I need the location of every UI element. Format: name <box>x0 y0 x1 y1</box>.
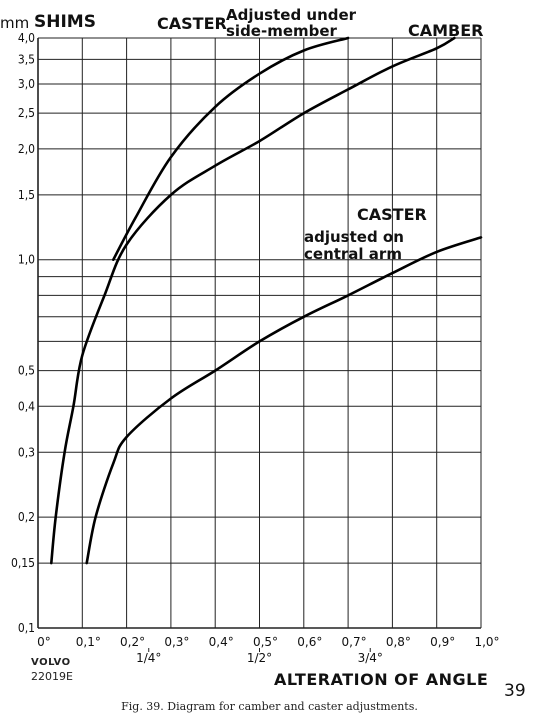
series-group <box>50 36 483 565</box>
caster-central-arm-curve <box>85 236 483 565</box>
x-tick-labels: 0° 0,1° 0,2° 0,3° 0,4° 0,5° 0,6° 0,7° 0,8° 0,9° 1,… <box>37 635 499 649</box>
y-tick-label: 2,0 <box>18 142 35 156</box>
annotation-camber: CAMBER <box>408 21 484 40</box>
y-tick-label: 0,3 <box>18 445 35 459</box>
fraction-tick-label: 3/4° <box>358 651 383 665</box>
camber-curve <box>50 36 456 565</box>
brand-label: VOLVO <box>31 657 71 668</box>
y-tick-label: 3,5 <box>18 52 35 66</box>
y-tick-label: 1,5 <box>18 188 35 202</box>
x-tick-label: 0,2° <box>120 635 145 649</box>
y-tick-label: 0,4 <box>18 399 35 413</box>
annotation-caster-side-member-title: CASTER <box>157 14 227 33</box>
y-tick-label: 2,5 <box>18 106 35 120</box>
page-number: 39 <box>504 681 526 701</box>
x-tick-label: 0,1° <box>76 635 101 649</box>
fraction-tick-label: 1/2° <box>247 651 272 665</box>
fraction-tick-label: 1/4° <box>136 651 161 665</box>
grid <box>37 37 482 629</box>
figure-caption: Fig. 39. Diagram for camber and caster a… <box>121 700 418 713</box>
y-tick-labels: 4,0 3,5 3,0 2,5 2,0 1,5 1,0 0,5 0,4 0,3 0,2 0,15 0,1 <box>11 31 35 635</box>
annotation-caster-central-line2: central arm <box>304 245 402 263</box>
x-tick-label: 0,3° <box>164 635 189 649</box>
y-tick-label: 0,2 <box>18 510 35 524</box>
y-tick-label: 3,0 <box>18 77 35 91</box>
x-tick-label: 0,9° <box>430 635 455 649</box>
caster-side-member-curve <box>112 36 350 261</box>
y-tick-label: 0,5 <box>18 364 35 378</box>
y-tick-label: 4,0 <box>18 31 35 45</box>
annotation-caster-central-title: CASTER <box>357 205 427 224</box>
y-tick-label: 0,15 <box>11 556 35 570</box>
x-tick-label: 0,5° <box>253 635 278 649</box>
x-tick-label: 0,4° <box>209 635 234 649</box>
x-tick-label: 1,0° <box>474 635 499 649</box>
y-tick-label: 0,1 <box>18 621 35 635</box>
annotation-caster-side-member-line1: Adjusted under <box>226 6 357 24</box>
x-tick-label: 0,7° <box>342 635 367 649</box>
y-tick-label: 1,0 <box>18 253 35 267</box>
annotation-caster-central-line1: adjusted on <box>304 228 404 246</box>
annotation-caster-side-member-line2: side-member <box>226 22 337 40</box>
y-axis-label: SHIMS <box>34 12 96 32</box>
x-fraction-tick-labels: 1/4° 1/2° 3/4° <box>136 648 383 665</box>
x-tick-label: 0° <box>37 635 51 649</box>
x-tick-label: 0,8° <box>386 635 411 649</box>
x-axis-label: ALTERATION OF ANGLE <box>274 670 489 689</box>
drawing-number: 22019E <box>31 670 73 683</box>
x-tick-label: 0,6° <box>297 635 322 649</box>
y-axis-unit: mm <box>0 14 30 32</box>
